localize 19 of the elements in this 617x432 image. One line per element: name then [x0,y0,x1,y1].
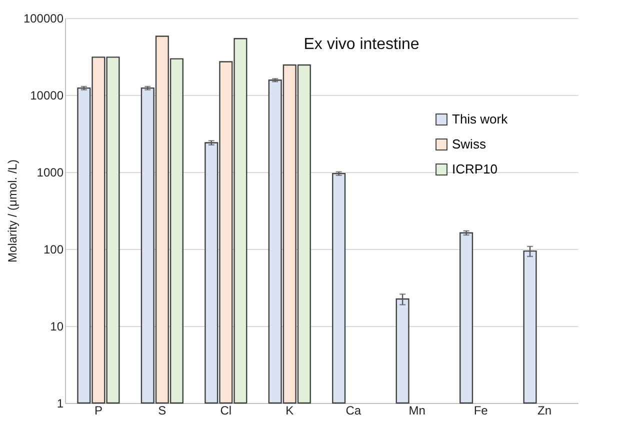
y-tick-label: 10000 [30,88,64,102]
x-tick-label: S [158,404,166,418]
x-tick-label: Cl [220,404,232,418]
legend-label: Swiss [452,136,486,152]
y-tick-label: 100000 [23,12,64,26]
x-tick-label: Ca [346,404,362,418]
x-tick-label: K [286,404,294,418]
legend-label: ICRP10 [452,162,498,176]
x-tick-label: Mn [408,404,426,418]
x-tick-label: Fe [474,404,488,418]
x-tick-label: Zn [538,404,552,418]
y-tick-label: 10 [50,320,64,334]
y-tick-label: 1 [56,396,64,410]
legend-label: This work [452,112,508,126]
y-tick-label: 100 [43,242,64,256]
text: Ex vivo intestine [304,36,420,53]
y-tick-label: 1000 [36,166,64,180]
y-axis-title: Molarity / (μmol. /L) [5,160,20,262]
x-tick-label: P [94,404,102,418]
